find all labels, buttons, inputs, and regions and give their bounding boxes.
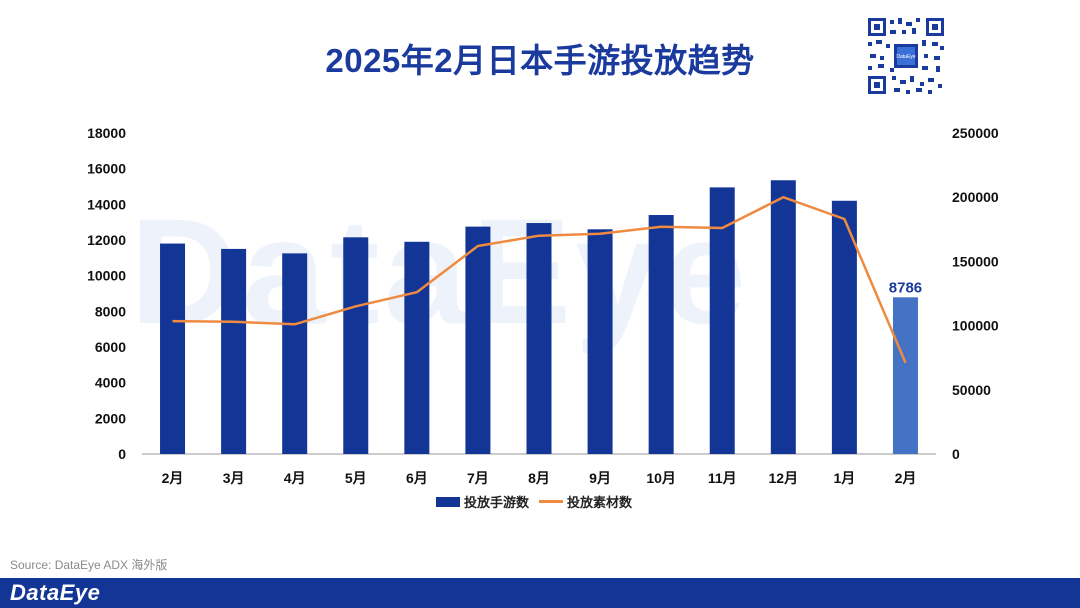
bar-5 — [465, 226, 491, 454]
x-tick-label: 9月 — [589, 470, 611, 486]
bar-8 — [648, 215, 674, 454]
line-series-path — [172, 195, 907, 364]
right-axis-tick-label: 100000 — [952, 318, 999, 334]
bar-4 — [404, 241, 430, 454]
brand-logo: DataEye — [10, 580, 101, 605]
legend-line-label: 投放素材数 — [567, 495, 633, 510]
bar-2 — [282, 253, 308, 454]
x-tick-label: 12月 — [769, 470, 799, 486]
left-axis-tick-label: 12000 — [87, 232, 126, 248]
bar-6 — [526, 223, 552, 454]
x-tick-label: 8月 — [528, 470, 550, 486]
bar-12 — [892, 297, 918, 454]
left-axis-tick-label: 10000 — [87, 268, 126, 284]
bar-0 — [160, 243, 186, 454]
highlight-data-label: 8786 — [889, 279, 922, 296]
right-axis-tick-label: 200000 — [952, 189, 999, 205]
bar-7 — [587, 229, 613, 454]
left-axis-tick-label: 18000 — [87, 125, 126, 141]
chart-title: 2025年2月日本手游投放趋势 — [325, 42, 755, 79]
right-axis-tick-label: 150000 — [952, 253, 999, 269]
bar-9 — [709, 187, 735, 454]
qr-code: DataEye — [866, 16, 946, 96]
x-tick-label: 4月 — [284, 470, 306, 486]
legend: 投放手游数 投放素材数 — [436, 492, 632, 511]
x-tick-label: 11月 — [708, 470, 737, 486]
right-axis-tick-label: 0 — [952, 446, 960, 462]
x-tick-label: 6月 — [406, 470, 428, 486]
legend-bar-swatch — [436, 496, 460, 507]
left-axis-tick-label: 2000 — [95, 410, 126, 426]
x-tick-label: 5月 — [345, 470, 367, 486]
combo-chart: 0 2000 4000 6000 8000 10000 12000 14000 16000 180… — [87, 125, 999, 486]
bar-11 — [831, 200, 857, 454]
bar-10 — [770, 180, 796, 454]
left-axis-tick-label: 8000 — [95, 303, 126, 319]
legend-line-swatch — [539, 500, 564, 503]
left-axis-tick-label: 0 — [118, 446, 126, 462]
footer-bar: DataEye — [0, 578, 1080, 608]
left-axis-tick-label: 6000 — [95, 339, 126, 355]
left-axis-tick-label: 4000 — [95, 375, 126, 391]
x-tick-label: 10月 — [646, 470, 676, 486]
bar-3 — [343, 237, 369, 454]
right-axis-tick-label: 50000 — [952, 382, 991, 398]
left-axis-tick-label: 14000 — [87, 196, 126, 212]
x-tick-label: 2月 — [895, 470, 917, 486]
x-tick-label: 2月 — [162, 470, 184, 486]
source-note: Source: DataEye ADX 海外版 — [10, 558, 168, 572]
svg-text:DataEye: DataEye — [896, 54, 915, 60]
legend-bar-label: 投放手游数 — [464, 495, 530, 510]
bar-1 — [221, 248, 247, 454]
x-tick-label: 3月 — [223, 470, 245, 486]
x-tick-label: 7月 — [467, 470, 489, 486]
x-tick-label: 1月 — [833, 470, 855, 486]
right-axis-tick-label: 250000 — [952, 125, 999, 141]
left-axis-tick-label: 16000 — [87, 161, 126, 177]
